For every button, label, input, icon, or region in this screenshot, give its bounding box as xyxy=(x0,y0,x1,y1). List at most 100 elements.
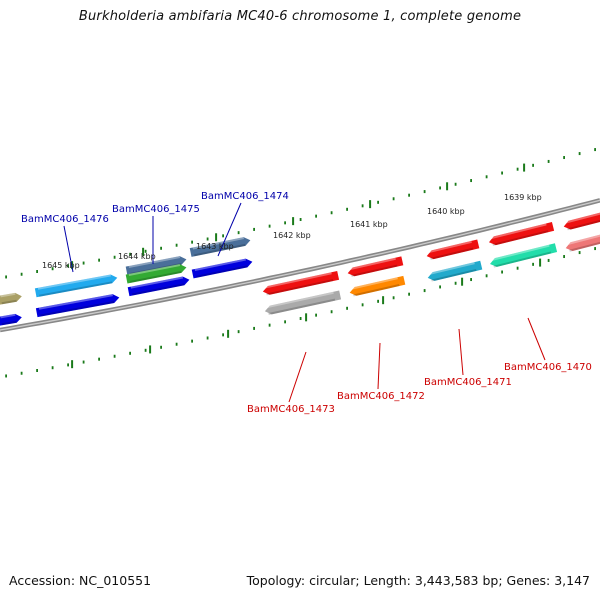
minor-tick xyxy=(98,258,100,262)
major-tick xyxy=(382,296,385,305)
gene-olive-body xyxy=(0,292,22,305)
backbone-highlight xyxy=(0,199,600,331)
minor-tick xyxy=(392,296,395,300)
minor-tick xyxy=(516,266,519,270)
gene-pink-edge xyxy=(565,232,600,252)
minor-tick xyxy=(501,171,503,175)
minor-tick xyxy=(392,197,395,201)
minor-tick xyxy=(113,354,116,358)
gene-1472 xyxy=(349,275,406,297)
gene-1472-shade xyxy=(353,284,400,297)
minor-tick xyxy=(144,348,147,352)
minor-tick xyxy=(377,299,379,303)
leader-1473 xyxy=(288,351,307,403)
gene-label-1473[interactable]: BamMC406_1473 xyxy=(247,404,335,415)
minor-tick xyxy=(532,262,534,266)
minor-tick xyxy=(160,345,162,349)
tick-label-1640: 1640 kbp xyxy=(427,207,465,216)
gene-1471-shade xyxy=(431,268,477,282)
topology-summary: Topology: circular; Length: 3,443,583 bp… xyxy=(246,573,590,588)
minor-tick xyxy=(253,326,255,330)
gene-red-edge-shine xyxy=(565,212,600,224)
minor-tick xyxy=(439,186,441,190)
gene-1476 xyxy=(34,274,118,298)
gene-1471-shine xyxy=(429,262,475,275)
minor-tick xyxy=(423,190,426,194)
leader-1474 xyxy=(217,202,242,257)
inner-tick-track xyxy=(5,247,596,378)
gene-blue-0-shine xyxy=(0,313,16,319)
gene-track xyxy=(0,210,600,326)
minor-tick xyxy=(51,267,54,271)
minor-tick xyxy=(98,357,100,361)
gene-1471 xyxy=(427,260,483,282)
gene-1475a-body xyxy=(125,256,187,276)
gene-red-1470 xyxy=(488,221,555,246)
gene-red-1471-shine xyxy=(428,240,472,254)
gene-1473 xyxy=(264,290,342,316)
gene-red-1472-shine xyxy=(349,257,396,271)
gene-blue-0 xyxy=(0,313,22,326)
leader-1471 xyxy=(458,328,464,376)
gene-label-1475[interactable]: BamMC406_1475 xyxy=(112,204,200,215)
gene-red-edge-shade xyxy=(567,218,600,231)
gene-label-1472[interactable]: BamMC406_1472 xyxy=(337,391,425,402)
tick-label-1639: 1639 kbp xyxy=(504,193,542,202)
minor-tick xyxy=(82,261,85,265)
gene-blue-2-shade xyxy=(132,283,185,296)
gene-1474-shade xyxy=(194,243,246,257)
gene-1475b-shade xyxy=(129,270,182,283)
major-tick xyxy=(523,163,526,172)
gene-1475a-shine xyxy=(128,256,181,269)
minor-tick xyxy=(330,310,333,314)
major-tick xyxy=(227,329,230,338)
gene-1470-shine xyxy=(491,244,550,261)
label-leaders xyxy=(63,202,546,403)
gene-1472-shine xyxy=(351,277,398,290)
gene-1470-shade xyxy=(493,251,552,268)
minor-tick xyxy=(191,339,193,343)
leader-1470 xyxy=(527,317,546,361)
minor-tick xyxy=(237,231,240,235)
gene-1473-shine xyxy=(266,291,334,309)
gene-red-1470-shine xyxy=(490,223,547,240)
minor-tick xyxy=(454,182,457,186)
chromosome-backbone xyxy=(0,198,600,333)
minor-tick xyxy=(423,289,426,293)
minor-tick xyxy=(346,306,348,310)
minor-tick xyxy=(454,281,457,285)
minor-tick xyxy=(206,237,209,241)
gene-olive-shine xyxy=(0,292,16,298)
minor-tick xyxy=(594,247,596,251)
gene-1473-shade xyxy=(268,298,336,316)
minor-tick xyxy=(206,336,209,340)
gene-red-1471 xyxy=(426,239,480,260)
minor-tick xyxy=(20,371,23,375)
gene-label-1471[interactable]: BamMC406_1471 xyxy=(424,377,512,388)
tick-label-1643: 1643 kbp xyxy=(196,242,234,251)
major-tick xyxy=(305,313,308,322)
minor-tick xyxy=(253,227,255,231)
tick-label-1641: 1641 kbp xyxy=(350,220,388,229)
gene-label-1474[interactable]: BamMC406_1474 xyxy=(201,191,289,202)
minor-tick xyxy=(160,246,162,250)
gene-blue-2-shine xyxy=(130,276,184,289)
gene-1473-body xyxy=(264,290,342,315)
gene-label-1476[interactable]: BamMC406_1476 xyxy=(21,214,109,225)
gene-red-edge xyxy=(563,210,600,231)
gene-1472-body xyxy=(349,275,406,296)
gene-label-1470[interactable]: BamMC406_1470 xyxy=(504,362,592,373)
gene-red-1472-body xyxy=(347,256,404,277)
minor-tick xyxy=(361,303,364,307)
minor-tick xyxy=(408,193,410,197)
minor-tick xyxy=(315,313,317,317)
major-tick xyxy=(215,233,218,242)
accession-text: Accession: NC_010551 xyxy=(9,573,152,588)
minor-tick xyxy=(5,374,7,378)
minor-tick xyxy=(408,292,410,296)
minor-tick xyxy=(330,211,333,215)
minor-tick xyxy=(361,204,364,208)
minor-tick xyxy=(501,270,503,274)
minor-tick xyxy=(82,360,85,364)
minor-tick xyxy=(222,234,224,238)
